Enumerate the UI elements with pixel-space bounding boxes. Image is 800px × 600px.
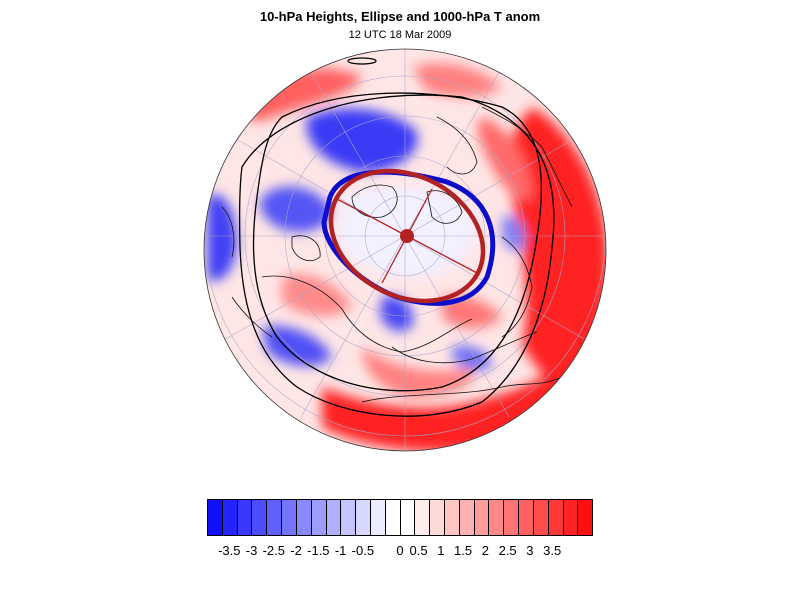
colorbar-cell	[385, 500, 401, 535]
colorbar-tick-label: -3	[245, 543, 258, 558]
anomaly-field	[204, 49, 606, 451]
colorbar-cell	[578, 500, 593, 535]
colorbar-cell	[237, 500, 253, 535]
colorbar-tick-label: 1.5	[454, 543, 473, 558]
colorbar-tick-label: -1	[334, 543, 347, 558]
polar-map-svg	[203, 48, 607, 452]
colorbar-cell	[533, 500, 549, 535]
colorbar-cell	[400, 500, 416, 535]
colorbar-cell	[519, 500, 534, 535]
colorbar-cell	[326, 500, 342, 535]
colorbar-tick-label: -2	[290, 543, 302, 558]
colorbar-cell	[222, 500, 238, 535]
vortex-ellipse	[328, 168, 486, 304]
colorbar-tick-labels: -3.5 -3 -2.5 -2 -1.5 -1 -0.5 0 0.5 1 1.5 2 2.5 3 3.5	[0, 543, 800, 561]
colorbar-cell	[415, 500, 431, 535]
colorbar-cell	[208, 500, 223, 535]
polar-map	[202, 47, 608, 453]
vortex-ellipse-group	[321, 168, 496, 306]
colorbar-cell	[370, 500, 386, 535]
colorbar-cell	[430, 500, 445, 535]
colorbar-tick-label: 1	[437, 543, 445, 558]
colorbar-cell	[267, 500, 283, 535]
colorbar-cell	[489, 500, 505, 535]
colorbar-tick-label: 2.5	[498, 543, 517, 558]
colorbar-cell	[296, 500, 312, 535]
colorbar-cell	[311, 500, 327, 535]
colorbar-cell	[548, 500, 564, 535]
chart-subtitle: 12 UTC 18 Mar 2009	[348, 29, 452, 41]
colorbar-tick-label: 3	[526, 543, 534, 558]
colorbar-cell	[341, 500, 357, 535]
colorbar-cell	[563, 500, 579, 535]
colorbar-tick-label: 0.5	[409, 543, 428, 558]
colorbar-cell	[356, 500, 371, 535]
colorbar-cell	[474, 500, 490, 535]
height-contours	[238, 57, 555, 417]
colorbar-tick-label: 3.5	[543, 543, 562, 558]
colorbar-cell	[459, 500, 475, 535]
colorbar-cell	[504, 500, 520, 535]
colorbar-cell	[282, 500, 297, 535]
chart-title: 10-hPa Heights, Ellipse and 1000-hPa T a…	[259, 9, 541, 24]
colorbar-tick-label: -2.5	[262, 543, 285, 558]
colorbar-tick-label: 0	[396, 543, 404, 558]
colorbar-cell	[445, 500, 460, 535]
globe-outline	[203, 48, 607, 452]
coastlines	[221, 106, 573, 403]
ellipse-center-marker	[400, 229, 414, 243]
colorbar	[207, 499, 593, 536]
colorbar-tick-label: 2	[481, 543, 489, 558]
colorbar-tick-label: -3.5	[218, 543, 241, 558]
colorbar-tick-label: -0.5	[351, 543, 375, 558]
colorbar-cell	[252, 500, 268, 535]
colorbar-tick-label: -1.5	[307, 543, 330, 558]
